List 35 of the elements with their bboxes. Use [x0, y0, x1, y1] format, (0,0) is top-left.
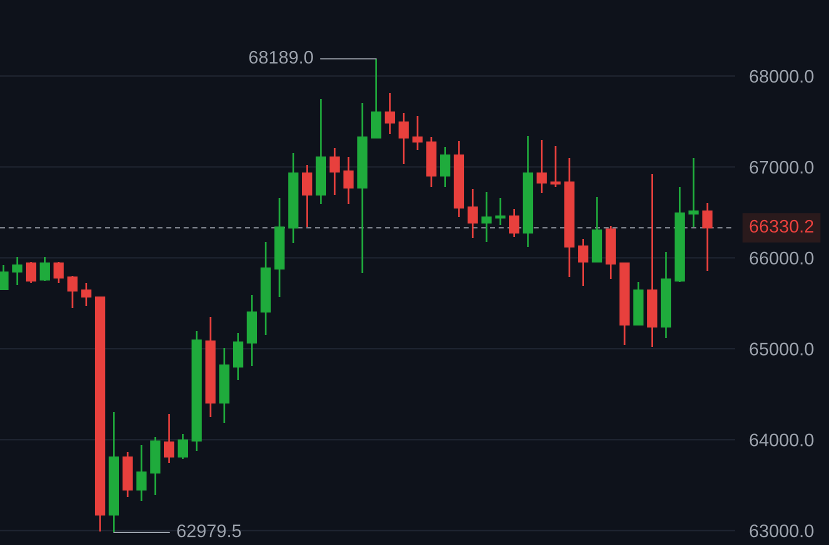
candlestick — [688, 157, 699, 228]
y-tick-label: 67000.0 — [750, 160, 814, 174]
annotation: 62979.5 — [177, 524, 241, 538]
candlestick — [54, 261, 64, 284]
y-tick-label: 68000.0 — [750, 70, 814, 83]
ref-line-label: 66330.2 — [750, 220, 814, 233]
candlestick — [136, 444, 147, 502]
candlestick — [550, 145, 561, 188]
candlestick — [12, 256, 22, 286]
annotation: 68189.0 — [249, 50, 313, 64]
candlestick — [81, 282, 92, 307]
candlestick — [702, 202, 713, 272]
candlestick — [536, 139, 547, 194]
candlestick — [384, 92, 396, 135]
candlestick — [343, 156, 354, 205]
candlestick — [0, 264, 9, 290]
candlestick — [26, 261, 36, 284]
y-tick-label: 65000.0 — [750, 342, 814, 356]
y-tick-label: 64000.0 — [750, 434, 814, 446]
candlestick — [578, 238, 588, 287]
candlestick — [178, 433, 188, 460]
candlestick — [330, 147, 340, 196]
candlestick — [468, 188, 478, 239]
candlestick — [495, 197, 506, 226]
y-tick-label: 63000.0 — [750, 524, 814, 538]
candlestick — [164, 413, 174, 464]
candlestick — [412, 115, 423, 151]
candlestick — [302, 164, 312, 228]
y-tick-label: 66000.0 — [750, 252, 814, 265]
candlestick — [509, 208, 520, 238]
candlestick — [67, 275, 78, 309]
candlestick — [398, 112, 409, 165]
candlestick — [440, 146, 450, 188]
candlestick — [40, 256, 50, 282]
candlestick — [481, 191, 492, 243]
